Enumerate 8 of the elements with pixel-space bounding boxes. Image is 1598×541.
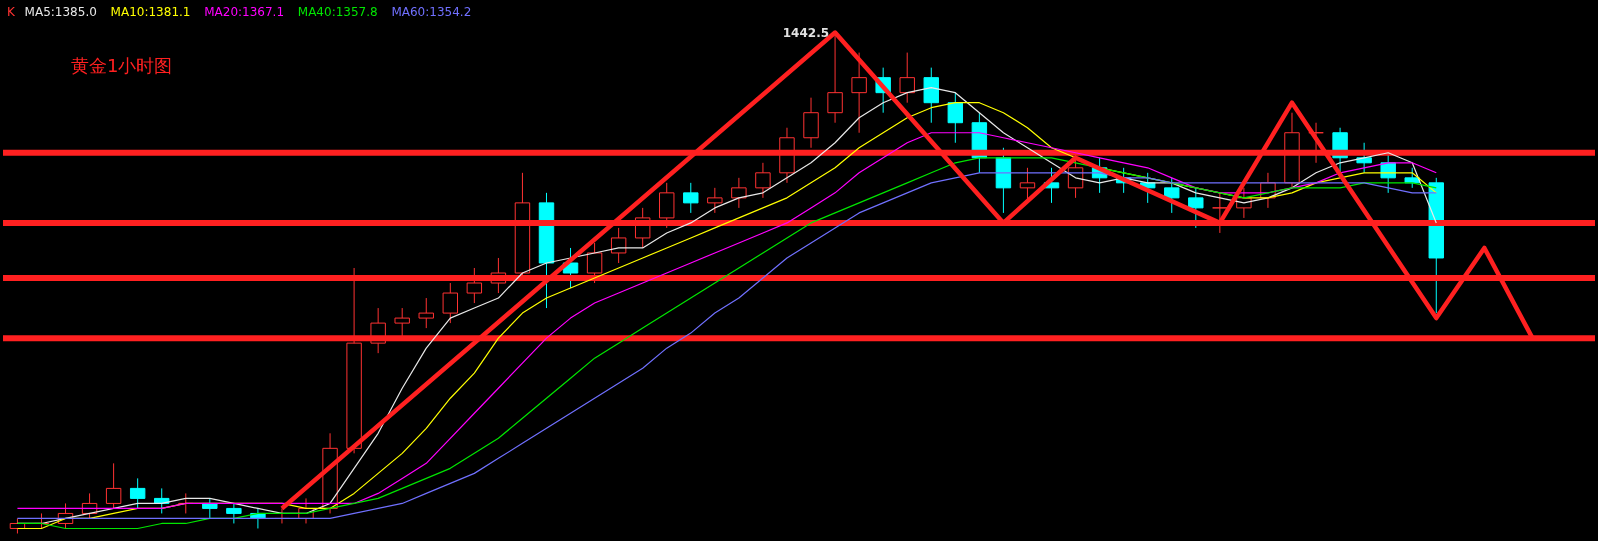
- text: MA60:1354.2: [391, 5, 472, 19]
- text: MA40:1357.8: [297, 5, 378, 19]
- text: 黄金1小时图: [71, 55, 173, 76]
- text: K: [7, 5, 16, 19]
- annotation: 1442.5: [782, 25, 830, 40]
- text: MA10:1381.1: [110, 5, 191, 19]
- text: MA20:1367.1: [204, 5, 285, 19]
- text: MA5:1385.0: [24, 5, 97, 19]
